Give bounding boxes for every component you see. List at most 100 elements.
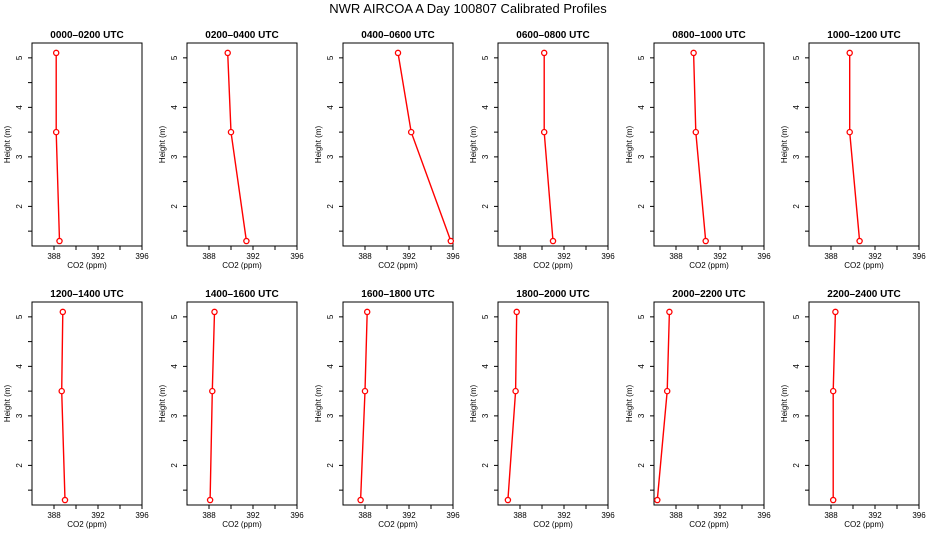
- x-tick-label: 392: [868, 511, 882, 520]
- data-point: [512, 387, 519, 395]
- data-point: [654, 496, 661, 504]
- plot-frame: [31, 301, 143, 506]
- data-point: [59, 308, 67, 316]
- series-line: [507, 311, 518, 501]
- y-axis-label: Height (m): [469, 125, 478, 163]
- y-tick-label: 4: [326, 105, 335, 110]
- series-line: [832, 311, 837, 500]
- x-axis-label: CO2 (ppm): [378, 520, 418, 529]
- data-point: [832, 308, 839, 316]
- y-tick-label: 3: [481, 154, 490, 159]
- y-tick-label: 2: [170, 463, 179, 468]
- data-point: [690, 49, 697, 57]
- x-tick-label: 396: [135, 252, 149, 261]
- data-point: [846, 128, 853, 136]
- data-point: [61, 496, 69, 504]
- x-tick-label: 396: [446, 252, 460, 261]
- panel-11: 2000–2200 UTC 388 392 396 CO2 (ppm) 2 3 4 5 Heigh…: [625, 289, 771, 529]
- y-tick-label: 3: [637, 154, 646, 159]
- panel-title: 0400–0600 UTC: [361, 30, 434, 41]
- plot-frame: [31, 42, 143, 247]
- x-tick-label: 388: [513, 511, 527, 520]
- x-tick-label: 396: [601, 511, 615, 520]
- y-tick-label: 5: [637, 314, 646, 319]
- panel-title: 1000–1200 UTC: [827, 30, 900, 41]
- y-axis-label: Height (m): [780, 125, 789, 163]
- y-axis-label: Height (m): [780, 384, 789, 422]
- series-line: [692, 52, 707, 242]
- data-point: [243, 237, 250, 245]
- y-tick-label: 3: [792, 154, 801, 159]
- panel-title: 0800–1000 UTC: [672, 30, 745, 41]
- series-line: [359, 311, 368, 501]
- x-axis-label: CO2 (ppm): [689, 520, 729, 529]
- x-tick-label: 396: [757, 511, 771, 520]
- y-tick-label: 2: [15, 463, 24, 468]
- y-tick-label: 5: [481, 55, 490, 60]
- x-tick-label: 392: [557, 511, 571, 520]
- data-point: [540, 128, 548, 136]
- x-tick-label: 396: [601, 252, 615, 261]
- y-tick-label: 3: [326, 413, 335, 418]
- y-tick-label: 5: [637, 55, 646, 60]
- y-tick-label: 4: [481, 364, 490, 369]
- y-tick-label: 5: [481, 314, 490, 319]
- x-axis-label: CO2 (ppm): [844, 261, 884, 270]
- plot-frame: [808, 42, 920, 247]
- data-point: [52, 49, 60, 57]
- x-tick-label: 396: [290, 511, 304, 520]
- y-axis-label: Height (m): [625, 125, 634, 163]
- y-tick-label: 3: [637, 413, 646, 418]
- x-tick-label: 388: [202, 511, 216, 520]
- y-tick-label: 2: [637, 463, 646, 468]
- y-tick-label: 5: [792, 55, 801, 60]
- x-tick-label: 388: [824, 252, 838, 261]
- series-line: [656, 311, 671, 501]
- y-tick-label: 5: [15, 314, 24, 319]
- data-point: [829, 387, 837, 395]
- panel-12: 2200–2400 UTC 388 392 396 CO2 (ppm) 2 3 4 5 Heigh…: [780, 289, 926, 529]
- y-tick-label: 5: [792, 314, 801, 319]
- y-tick-label: 4: [326, 364, 335, 369]
- x-axis-label: CO2 (ppm): [222, 261, 262, 270]
- plot-frame: [653, 301, 765, 506]
- x-tick-label: 396: [912, 511, 926, 520]
- x-tick-label: 392: [402, 511, 416, 520]
- y-axis-label: Height (m): [469, 384, 478, 422]
- x-tick-label: 392: [246, 252, 260, 261]
- x-tick-label: 396: [912, 252, 926, 261]
- plot-frame: [186, 42, 298, 247]
- data-point: [357, 496, 364, 504]
- panel-7: 1200–1400 UTC 388 392 396 CO2 (ppm) 2 3 4 5 Heigh…: [3, 289, 149, 529]
- x-tick-label: 388: [358, 252, 372, 261]
- data-point: [224, 49, 231, 57]
- y-tick-label: 3: [792, 413, 801, 418]
- x-tick-label: 396: [290, 252, 304, 261]
- y-tick-label: 4: [637, 364, 646, 369]
- y-tick-label: 2: [170, 204, 179, 209]
- figure-title: NWR AIRCOA A Day 100807 Calibrated Profi…: [329, 1, 607, 16]
- series-line: [227, 52, 248, 242]
- y-tick-label: 3: [481, 413, 490, 418]
- panel-title: 0200–0400 UTC: [205, 30, 278, 41]
- data-point: [846, 49, 853, 57]
- y-tick-label: 4: [15, 364, 24, 369]
- panel-3: 0400–0600 UTC 388 392 396 CO2 (ppm) 2 3 4 5 Heigh…: [314, 30, 460, 270]
- y-axis-label: Height (m): [3, 125, 12, 163]
- y-tick-label: 3: [15, 154, 24, 159]
- y-tick-label: 4: [481, 105, 490, 110]
- y-tick-label: 4: [170, 105, 179, 110]
- panel-9: 1600–1800 UTC 388 392 396 CO2 (ppm) 2 3 4 5 Heigh…: [314, 289, 460, 529]
- data-point: [549, 237, 557, 245]
- x-tick-label: 388: [669, 511, 683, 520]
- data-point: [211, 308, 218, 316]
- x-tick-label: 388: [358, 511, 372, 520]
- x-axis-label: CO2 (ppm): [378, 261, 418, 270]
- plot-frame: [342, 301, 454, 506]
- data-point: [227, 128, 235, 136]
- y-tick-label: 2: [637, 204, 646, 209]
- panel-title: 1200–1400 UTC: [50, 289, 123, 300]
- y-tick-label: 4: [15, 105, 24, 110]
- y-tick-label: 2: [326, 463, 335, 468]
